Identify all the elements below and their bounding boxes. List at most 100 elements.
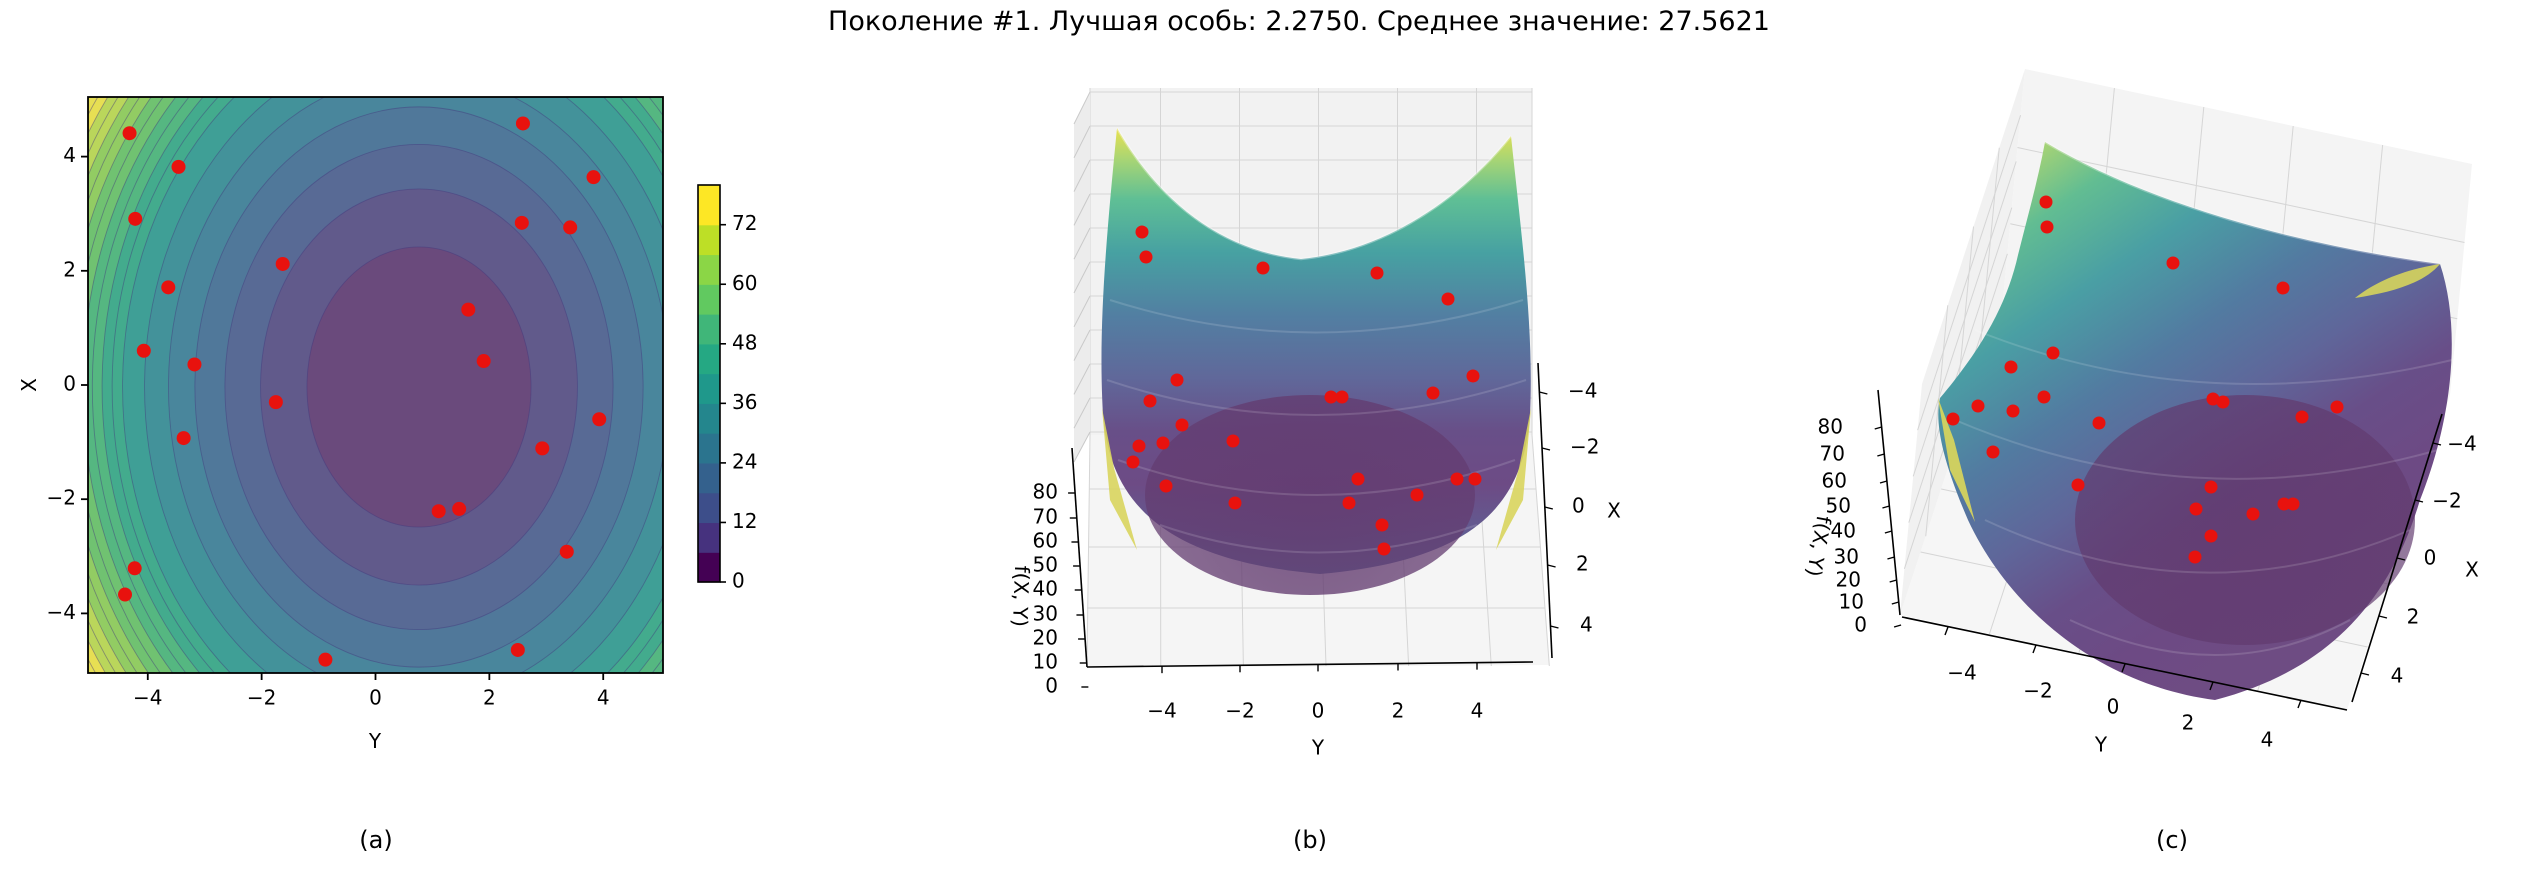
tick-label: 80 — [1818, 415, 1843, 439]
scatter-point — [161, 280, 176, 295]
zaxis-label-c: f(X, Y) — [1802, 514, 1836, 579]
axes-ticks-b — [1068, 391, 1559, 688]
scatter-point — [452, 501, 467, 516]
scatter-point — [2295, 410, 2309, 424]
yaxis-label-c: Y — [2094, 733, 2108, 757]
tick-label: 48 — [732, 330, 757, 354]
scatter-point — [127, 561, 142, 576]
tick-mark — [1884, 530, 1893, 534]
tick-label: 0 — [1854, 613, 1867, 637]
figure-title: Поколение #1. Лучшая особь: 2.2750. Сред… — [828, 6, 1770, 37]
tick-label: 50 — [1826, 494, 1851, 518]
tick-label: 20 — [1836, 568, 1861, 592]
tick-label: 2 — [2407, 605, 2420, 629]
tick-mark — [1547, 564, 1556, 568]
population-scatter-a — [118, 116, 607, 667]
tick-label: 4 — [597, 686, 610, 710]
colorbar: 0 12 24 36 48 60 72 — [697, 184, 757, 593]
colorbar-band — [698, 492, 720, 524]
colorbar-band — [698, 284, 720, 315]
scatter-point — [1450, 472, 1464, 486]
tick-label: 72 — [732, 211, 757, 235]
yaxis-label-a: X — [17, 378, 41, 392]
tick-mark — [2432, 442, 2442, 446]
contour-line — [111, 97, 663, 673]
tick-label: 4 — [2391, 664, 2404, 688]
scatter-point — [1126, 455, 1140, 469]
tick-label: −2 — [1225, 699, 1254, 723]
scatter-point — [2276, 281, 2290, 295]
scatter-point — [275, 256, 290, 271]
scatter-point — [2071, 478, 2085, 492]
scatter-point — [2006, 404, 2020, 418]
tick-label: 40 — [1033, 577, 1058, 601]
scatter-point — [1159, 479, 1173, 493]
contour-line — [91, 97, 663, 673]
contour-bands — [88, 97, 663, 673]
tick-mark — [1891, 601, 1900, 605]
tick-label: 0 — [732, 569, 745, 593]
scatter-point — [2330, 400, 2344, 414]
scatter-point — [461, 302, 476, 317]
scatter-point — [1226, 434, 1240, 448]
tick-label: 70 — [1820, 442, 1845, 466]
grid-line — [1073, 261, 1091, 294]
tick-label: 60 — [1033, 529, 1058, 553]
scatter-point — [2286, 497, 2300, 511]
colorbar-band — [698, 185, 720, 226]
grid-line — [1073, 125, 1091, 159]
tick-mark — [1882, 505, 1890, 509]
colorbar-band — [698, 224, 720, 256]
scatter-point — [1256, 261, 1270, 275]
scatter-point — [1139, 250, 1153, 264]
tick-label: −2 — [1570, 435, 1599, 459]
scatter-point — [1441, 292, 1455, 306]
population-scatter-b — [1126, 225, 1482, 556]
axes-ticks-a: −4 −2 0 2 4 −4 −2 0 2 4 — [47, 143, 610, 709]
tick-label: 40 — [1831, 519, 1856, 543]
scatter-point — [514, 215, 529, 230]
side-pane-lines-b — [1073, 91, 1091, 463]
scatter-point — [1468, 472, 1482, 486]
tick-label: 4 — [1471, 699, 1484, 723]
scatter-point — [510, 642, 525, 657]
grid-line — [2017, 147, 2465, 244]
tick-label: 60 — [1822, 469, 1847, 493]
tick-mark — [1877, 453, 1885, 457]
tick-label: 10 — [1033, 650, 1058, 674]
grid-line — [1073, 431, 1091, 463]
tick-label: 0 — [1312, 699, 1325, 723]
surface-corner-left-c — [1938, 398, 1975, 522]
zaxis-line-b — [1071, 447, 1088, 668]
colorbar-band — [698, 552, 720, 583]
scatter-point — [2189, 502, 2203, 516]
scatter-point — [1132, 439, 1146, 453]
scatter-point — [563, 220, 578, 235]
tick-label: 4 — [1580, 613, 1593, 637]
scatter-point — [136, 343, 151, 358]
scatter-point — [2039, 195, 2053, 209]
grid-line — [1073, 193, 1091, 226]
scatter-point — [535, 441, 550, 456]
xaxis-label-a: Y — [368, 729, 382, 753]
tick-label: −4 — [2447, 432, 2476, 456]
tick-label: 2 — [483, 686, 496, 710]
tick-mark — [2121, 663, 2126, 673]
tick-label: 80 — [1033, 480, 1058, 504]
population-scatter-c — [1946, 195, 2344, 564]
scatter-point — [2004, 360, 2018, 374]
scatter-point — [1324, 390, 1338, 404]
tick-label: 20 — [1033, 626, 1058, 650]
scatter-point — [515, 116, 530, 131]
tick-mark — [2297, 699, 2302, 709]
scatter-point — [1377, 542, 1391, 556]
tick-label: 60 — [732, 271, 757, 295]
tick-mark — [1879, 480, 1888, 484]
scatter-point — [1143, 394, 1157, 408]
grid-line — [1925, 305, 1949, 537]
surface-mesh-c — [1954, 329, 2453, 656]
scatter-point — [2166, 256, 2180, 270]
